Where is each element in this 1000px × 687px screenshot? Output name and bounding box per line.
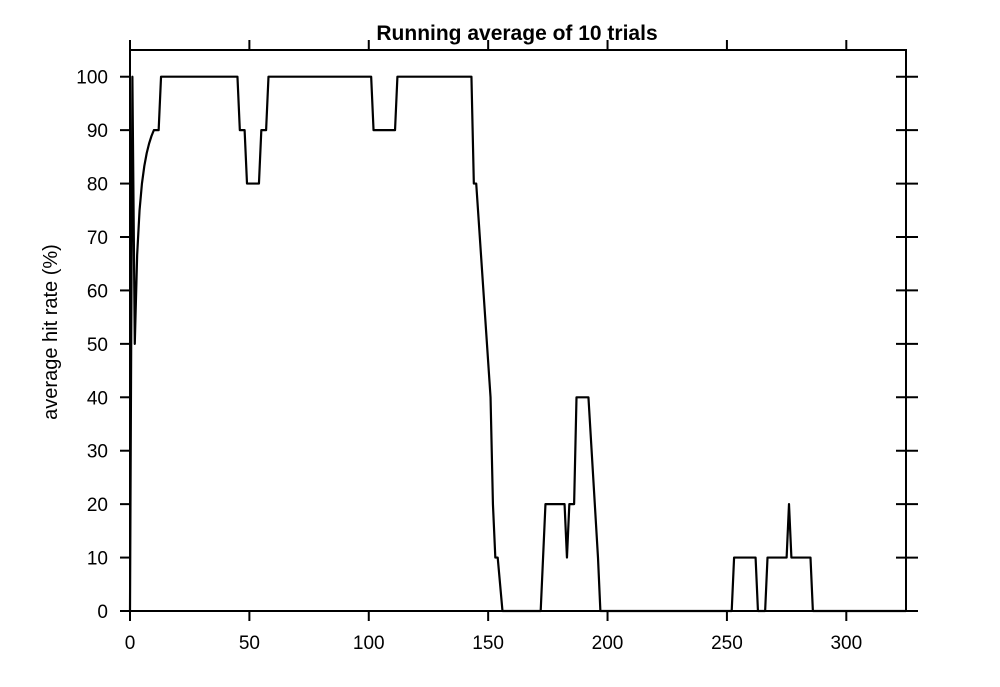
y-tick-label: 100 (76, 68, 108, 89)
y-tick-label: 70 (87, 228, 108, 249)
y-tick-label: 0 (97, 602, 108, 623)
y-tick-label: 40 (87, 388, 108, 409)
x-tick-label: 250 (711, 633, 743, 654)
y-tick-label: 60 (87, 281, 108, 302)
chart-title: Running average of 10 trials (376, 22, 657, 45)
plot-area: 0 50 100 150 200 250 300 0 10 20 30 40 50 60 70 80 90 100 (76, 40, 918, 654)
x-tick-label: 200 (592, 633, 624, 654)
y-tick-label: 90 (87, 121, 108, 142)
x-tick-label: 150 (472, 633, 504, 654)
x-tick-label: 300 (830, 633, 862, 654)
series-line (128, 75, 906, 613)
x-tick-label: 50 (239, 633, 260, 654)
y-tick-label: 80 (87, 175, 108, 196)
y-tick-label: 20 (87, 495, 108, 516)
x-tick-label: 100 (353, 633, 385, 654)
y-tick-label: 30 (87, 442, 108, 463)
x-tick-label: 0 (125, 633, 136, 654)
y-axis-label: average hit rate (%) (40, 244, 62, 420)
y-tick-label: 50 (87, 335, 108, 356)
y-tick-label: 10 (87, 549, 108, 570)
